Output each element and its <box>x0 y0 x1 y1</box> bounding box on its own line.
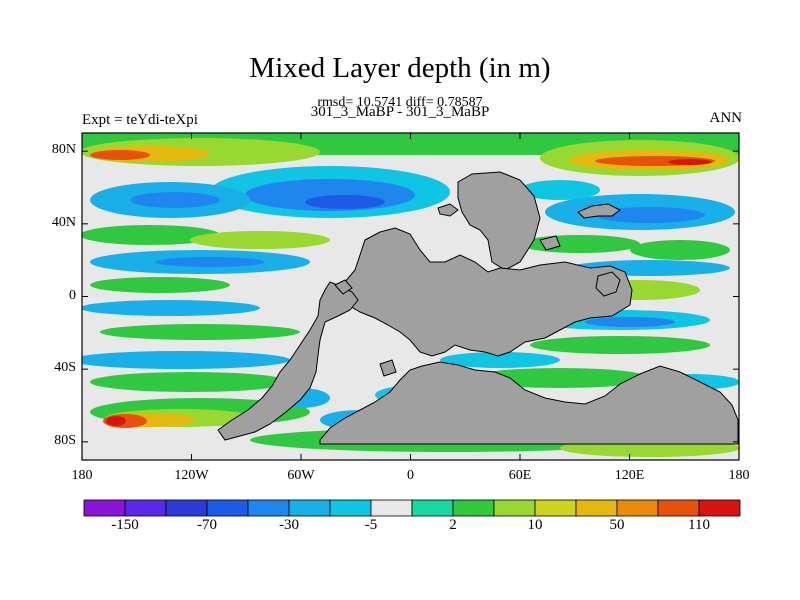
y-tick-label: 40N <box>51 214 76 230</box>
land-europe-north <box>577 203 621 219</box>
experiment-label: Expt = teYdi-teXpi <box>82 112 198 128</box>
y-tick-label: 80N <box>51 142 76 158</box>
colorbar-label: -5 <box>364 517 378 533</box>
x-tick-label: 120E <box>614 468 645 483</box>
x-tick-label: 180 <box>728 468 750 483</box>
field-blob <box>595 207 705 223</box>
land-iceland <box>437 203 459 217</box>
field-blob <box>630 240 730 260</box>
field-blob <box>155 257 265 267</box>
colorbar-label: 110 <box>688 517 710 533</box>
colorbar-box <box>698 499 741 517</box>
colorbar-box <box>83 499 126 517</box>
colorbar-box <box>616 499 659 517</box>
field-blob <box>106 416 126 426</box>
colorbar-box <box>165 499 208 517</box>
x-tick-label: 0 <box>407 468 414 483</box>
field-blob <box>668 159 712 165</box>
colorbar-label: -150 <box>111 517 139 533</box>
colorbar-label: 50 <box>609 517 625 533</box>
x-tick-label: 60E <box>508 468 532 483</box>
experiments-line: 301_3_MaBP - 301_3_MaBP <box>310 104 490 120</box>
colorbar-box <box>206 499 249 517</box>
colorbar-box <box>493 499 536 517</box>
field-blob <box>90 277 230 293</box>
colorbar-label: 2 <box>449 517 457 533</box>
chart-title: Mixed Layer depth (in m) <box>249 52 551 84</box>
colorbar-box <box>329 499 372 517</box>
field-blob <box>530 336 710 354</box>
x-tick-label: 120W <box>174 468 209 483</box>
field-blob <box>82 351 290 369</box>
field-blob <box>520 235 640 253</box>
land-island <box>379 359 397 377</box>
colorbar-box <box>247 499 290 517</box>
colorbar-box <box>575 499 618 517</box>
y-tick-label: 80S <box>54 432 76 448</box>
colorbar-label: -70 <box>197 517 217 533</box>
land-island <box>334 279 353 295</box>
colorbar-label: 10 <box>527 517 543 533</box>
field-blob <box>82 300 260 316</box>
axis-ticks <box>81 133 740 460</box>
x-tick-label: 60W <box>287 468 315 483</box>
colorbar-box <box>124 499 167 517</box>
colorbar-box <box>534 499 577 517</box>
land-americas <box>217 281 359 441</box>
season-label: ANN <box>709 110 743 126</box>
y-tick-label: 0 <box>69 287 76 303</box>
colorbar-label: -30 <box>279 517 299 533</box>
stats-line: rmsd= 10.5741 diff= 0.78587 <box>317 95 483 110</box>
field-blob <box>190 231 330 249</box>
field-blob <box>90 372 290 392</box>
x-tick-label: 180 <box>71 468 93 483</box>
land-island <box>539 235 561 251</box>
field-blob <box>82 225 220 245</box>
y-tick-label: 40S <box>54 360 76 376</box>
field-blob <box>90 150 150 160</box>
field-blob <box>585 317 675 327</box>
field-blob <box>130 192 220 208</box>
colorbar-box <box>288 499 331 517</box>
colorbar <box>83 499 741 517</box>
field-blob <box>305 195 385 209</box>
land-mask <box>217 171 739 445</box>
field-blob <box>520 180 600 200</box>
land-australia <box>595 271 621 297</box>
colorbar-box <box>411 499 454 517</box>
land-africa-eurasia <box>339 227 633 357</box>
land-antarctica <box>319 361 739 445</box>
land-greenland <box>457 171 541 271</box>
colorbar-box <box>370 499 413 517</box>
field-blob <box>100 324 300 340</box>
colorbar-box <box>657 499 700 517</box>
field-blob <box>440 352 560 368</box>
colorbar-box <box>452 499 495 517</box>
